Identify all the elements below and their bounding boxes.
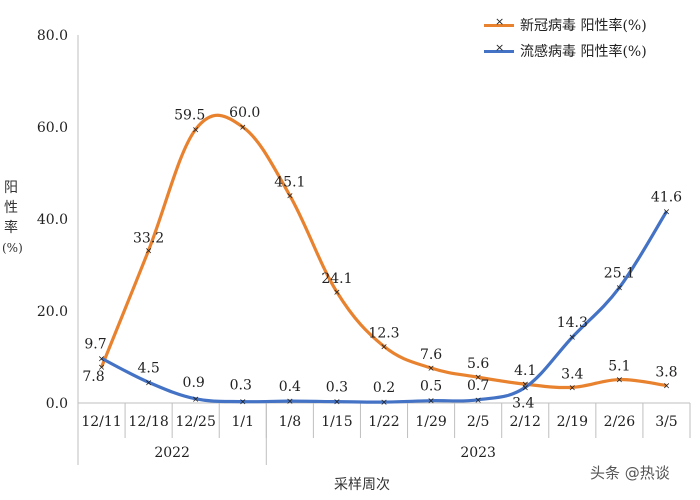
covid-series-line [100,113,667,390]
covid-point-marker: × [145,246,153,256]
flu-data-label: 0.7 [467,378,489,394]
x-tick-label: 1/8 [279,414,302,430]
flu-data-label: 4.5 [137,360,159,376]
x-axis-label: 采样周次 [334,477,390,493]
covid-point-marker: × [239,123,247,133]
legend-swatch-flu [484,41,514,54]
x-tick-label: 1/1 [232,414,255,430]
year-label: 2022 [154,445,190,461]
flu-data-label: 9.7 [84,336,106,352]
flu-point-marker: × [192,395,200,405]
flu-data-label: 0.4 [279,379,301,395]
flu-data-label: 0.3 [230,378,252,394]
x-tick-label: 2/5 [467,414,490,430]
y-axis-label-char: (%) [2,241,23,255]
y-tick-label: 80.0 [37,28,68,44]
y-tick-label: 60.0 [37,120,68,136]
covid-data-label: 5.6 [467,356,489,372]
covid-point-marker: × [663,382,671,392]
flu-data-label: 0.3 [326,380,348,396]
x-tick-label: 12/18 [128,414,168,430]
covid-point-marker: × [380,342,388,352]
flu-point-marker: × [521,383,529,393]
x-tick-label: 2/26 [604,414,636,430]
x-tick-label: 1/15 [321,414,352,430]
y-axis-label-char: 率 [4,220,18,236]
flu-data-label: 3.4 [512,395,534,411]
covid-point-marker: × [333,288,341,298]
y-tick-label: 20.0 [37,304,68,320]
covid-data-label: 59.5 [174,107,205,123]
legend-swatch-covid [484,15,514,28]
flu-point-marker: × [663,208,671,218]
y-tick-label: 0.0 [46,396,68,412]
flu-data-label: 0.2 [373,380,395,396]
covid-data-label: 12.3 [368,325,399,341]
covid-point-marker: × [521,380,529,390]
x-tick-label: 2/19 [557,414,588,430]
legend-label-flu: 流感病毒 阳性率(%) [520,44,647,60]
y-axis-label-char: 性 [4,200,18,216]
covid-data-label: 7.6 [420,347,442,363]
flu-point-marker: × [427,397,435,407]
year-label: 2023 [460,445,496,461]
legend: 新冠病毒 阳性率(%) 流感病毒 阳性率(%) [484,12,647,64]
x-tick-label: 3/5 [655,414,678,430]
x-tick-label: 1/22 [368,414,399,430]
flu-point-marker: × [616,284,624,294]
covid-point-marker: × [616,376,624,386]
flu-point-marker: × [474,396,482,406]
flu-point-marker: × [333,398,341,408]
flu-point-marker: × [569,333,577,343]
covid-data-label: 5.1 [608,359,630,375]
y-tick-label: 40.0 [37,212,68,228]
legend-label-covid: 新冠病毒 阳性率(%) [520,18,647,34]
x-tick-label: 12/11 [81,414,121,430]
flu-data-label: 0.5 [420,379,442,395]
x-tick-label: 1/29 [415,414,446,430]
covid-data-label: 4.1 [514,363,536,379]
y-axis-label-char: 阳 [4,180,18,196]
covid-data-label: 7.8 [82,369,104,385]
flu-series-line [100,210,668,404]
watermark: 头条 @热谈 [590,464,670,482]
flu-data-label: 0.9 [183,375,205,391]
covid-point-marker: × [474,373,482,383]
flu-point-marker: × [239,398,247,408]
legend-item-flu: 流感病毒 阳性率(%) [484,38,647,64]
x-tick-label: 12/25 [176,414,216,430]
covid-data-label: 60.0 [229,105,260,121]
legend-item-covid: 新冠病毒 阳性率(%) [484,12,647,38]
covid-data-label: 3.8 [655,365,677,381]
covid-data-label: 24.1 [321,271,352,287]
x-tick-label: 2/12 [510,414,541,430]
covid-data-label: 33.2 [133,230,164,246]
flu-data-label: 41.6 [651,190,682,206]
covid-point-marker: × [286,192,294,202]
covid-point-marker: × [427,364,435,374]
flu-data-label: 14.3 [557,315,588,331]
covid-point-marker: × [98,363,106,373]
flu-point-marker: × [380,398,388,408]
covid-data-label: 3.4 [561,366,583,382]
flu-point-marker: × [98,354,106,364]
flu-point-marker: × [145,378,153,388]
covid-data-label: 45.1 [274,175,305,191]
covid-point-marker: × [569,383,577,393]
flu-point-marker: × [286,397,294,407]
y-axis-label: 阳 性 率 (%) [2,178,23,258]
flu-data-label: 25.1 [604,266,635,282]
covid-point-marker: × [192,125,200,135]
